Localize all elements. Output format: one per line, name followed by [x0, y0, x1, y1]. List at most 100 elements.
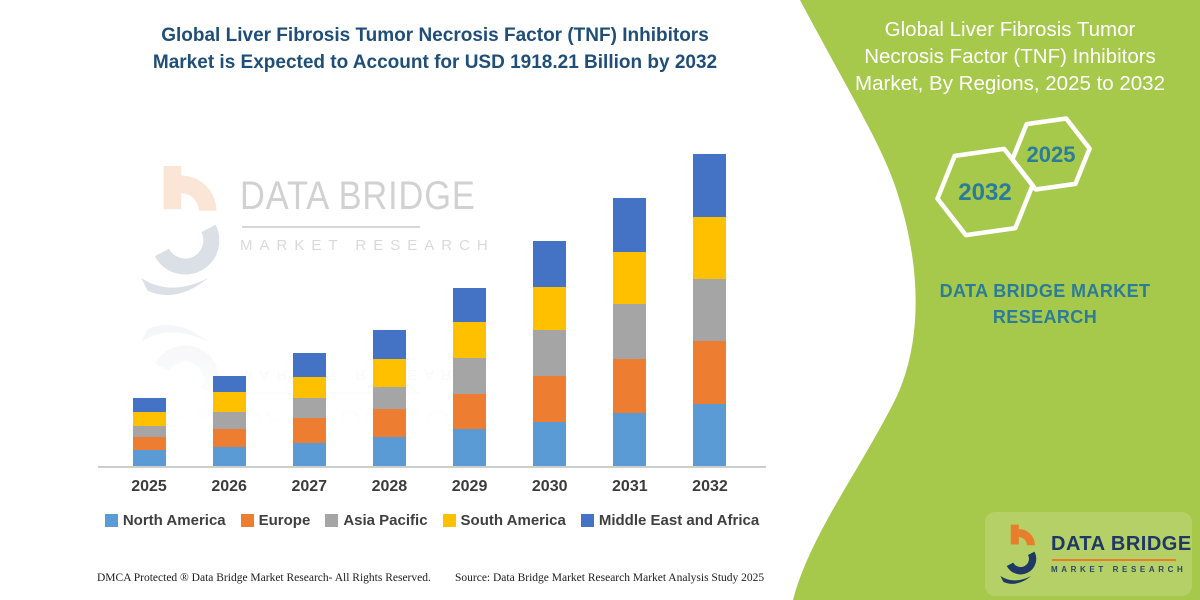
legend-swatch-europe: [240, 514, 254, 527]
x-axis-label-2032: 2032: [692, 478, 728, 495]
bar-segment-2026-europe: [212, 428, 246, 447]
dbmr-logo-title: DATA BRIDGE: [1051, 533, 1192, 555]
footer-source-text: Source: Data Bridge Market Research Mark…: [455, 572, 765, 584]
legend-label-middle-east-and-africa: Middle East and Africa: [598, 512, 760, 529]
x-axis-label-2030: 2030: [531, 478, 568, 495]
green-panel: [793, 0, 1200, 600]
bar-segment-2031-north-america: [613, 412, 647, 466]
legend-label-asia-pacific: Asia Pacific: [343, 512, 428, 529]
legend-swatch-north-america: [104, 514, 118, 527]
bar-segment-2028-middle-east-and-africa: [372, 330, 406, 359]
bar-segment-2027-south-america: [292, 376, 326, 398]
dbmr-logo-watermark-icon: [141, 166, 220, 296]
watermark-main: DATA BRIDGE MARKET RESEARCH: [138, 160, 488, 300]
watermark-title: DATA BRIDGE: [240, 174, 476, 218]
hexagon-2025-icon: [1010, 116, 1092, 192]
bar-segment-2032-south-america: [693, 216, 727, 279]
legend-item-middle-east-and-africa: Middle East and Africa: [580, 512, 760, 529]
bar-segment-2028-asia-pacific: [372, 386, 406, 409]
bar-segment-2026-middle-east-and-africa: [212, 375, 246, 393]
bar-segment-2030-north-america: [533, 421, 567, 466]
bar-segment-2025-middle-east-and-africa: [132, 398, 166, 412]
bar-segment-2029-middle-east-and-africa: [453, 288, 487, 322]
watermark-subtitle: MARKET RESEARCH: [240, 237, 495, 254]
x-axis-label-2026: 2026: [211, 478, 247, 495]
legend-label-south-america: South America: [460, 512, 566, 529]
bar-segment-2026-south-america: [212, 392, 246, 412]
legend-item-south-america: South America: [442, 512, 566, 529]
dbmr-logo-rule: [1052, 559, 1176, 561]
bar-segment-2025-south-america: [132, 411, 166, 426]
stacked-bar-2025: [132, 398, 166, 466]
watermark-reflection-title: DATA BRIDGE: [240, 402, 476, 446]
bar-segment-2025-north-america: [132, 449, 166, 466]
bar-segment-2028-north-america: [372, 436, 406, 466]
panel-title-line1: Global Liver Fibrosis Tumor: [884, 18, 1136, 41]
watermark-textblock: DATA BRIDGE MARKET RESEARCH: [240, 174, 514, 254]
legend-item-north-america: North America: [104, 512, 226, 529]
bar-segment-2028-south-america: [372, 358, 406, 387]
panel-title-line2: Necrosis Factor (TNF) Inhibitors: [864, 45, 1156, 68]
bar-segment-2025-europe: [132, 437, 166, 450]
bar-segment-2029-asia-pacific: [453, 357, 487, 395]
x-axis-line: [98, 466, 766, 468]
panel-title-line3: Market, By Regions, 2025 to 2032: [855, 72, 1165, 95]
bar-segment-2030-europe: [533, 375, 567, 422]
bar-segment-2031-asia-pacific: [613, 304, 647, 359]
x-axis-label-2027: 2027: [291, 478, 328, 495]
panel-brand-line2: RESEARCH: [992, 307, 1098, 327]
bar-segment-2030-middle-east-and-africa: [533, 241, 567, 288]
stacked-bar-2027: [292, 352, 326, 466]
panel-brand-line1: DATA BRIDGE MARKET: [939, 281, 1151, 301]
hexagon-2025-label: 2025: [1027, 142, 1076, 167]
watermark-rule: [242, 226, 420, 228]
bar-segment-2027-asia-pacific: [292, 397, 326, 418]
stacked-bar-2031: [613, 198, 647, 466]
x-axis-label-2031: 2031: [612, 478, 648, 495]
bar-segment-2031-europe: [613, 358, 647, 413]
stacked-bar-2030: [533, 241, 567, 466]
legend-swatch-asia-pacific: [325, 514, 339, 527]
hexagon-2032-label: 2032: [958, 179, 1011, 206]
legend-swatch-south-america: [442, 514, 456, 527]
panel-brand-text: DATA BRIDGE MARKET RESEARCH: [880, 278, 1200, 330]
x-axis-labels: 2025 2026 2027 2028 2029 2030 2031 2032: [0, 478, 780, 498]
dbmr-logo-text: DATA BRIDGE MARKET RESEARCH: [1051, 533, 1192, 574]
x-axis-label-2025: 2025: [131, 478, 167, 495]
bar-segment-2027-europe: [292, 417, 326, 444]
bar-segment-2032-middle-east-and-africa: [693, 154, 727, 217]
bar-segment-2029-north-america: [453, 429, 487, 466]
chart-legend: North America Europe Asia Pacific South Ame…: [88, 512, 776, 529]
page-title-line2: Market is Expected to Account for USD 19…: [152, 52, 718, 73]
bar-segment-2030-asia-pacific: [533, 329, 567, 376]
page-title: Global Liver Fibrosis Tumor Necrosis Fac…: [35, 22, 835, 76]
bar-segment-2032-asia-pacific: [693, 278, 727, 342]
bar-segment-2028-europe: [372, 408, 406, 437]
legend-label-north-america: North America: [122, 512, 226, 529]
panel-title: Global Liver Fibrosis Tumor Necrosis Fac…: [830, 16, 1190, 97]
page-title-line1: Global Liver Fibrosis Tumor Necrosis Fac…: [161, 25, 709, 46]
legend-item-europe: Europe: [240, 512, 311, 529]
x-axis-label-2029: 2029: [451, 478, 488, 495]
bar-segment-2025-asia-pacific: [132, 425, 166, 438]
bar-segment-2031-south-america: [613, 251, 647, 305]
stacked-bar-2028: [372, 330, 406, 466]
bar-segment-2029-south-america: [453, 321, 487, 358]
green-panel-shape: [793, 0, 1200, 600]
bar-segment-2029-europe: [453, 394, 487, 430]
bar-segment-2032-north-america: [693, 403, 727, 466]
bar-segment-2031-middle-east-and-africa: [613, 198, 647, 252]
legend-label-europe: Europe: [258, 512, 311, 529]
x-axis-label-2028: 2028: [371, 478, 408, 495]
legend-swatch-middle-east-and-africa: [580, 514, 594, 527]
stacked-bar-2029: [453, 288, 487, 466]
bar-segment-2026-asia-pacific: [212, 411, 246, 429]
bar-segment-2027-middle-east-and-africa: [292, 352, 326, 377]
stacked-bar-2026: [212, 375, 246, 466]
stacked-bar-2032: [693, 154, 727, 466]
bar-segment-2027-north-america: [292, 443, 326, 466]
dbmr-logo-subtitle: MARKET RESEARCH: [1051, 565, 1187, 574]
bar-segment-2026-north-america: [212, 446, 246, 466]
legend-item-asia-pacific: Asia Pacific: [325, 512, 428, 529]
